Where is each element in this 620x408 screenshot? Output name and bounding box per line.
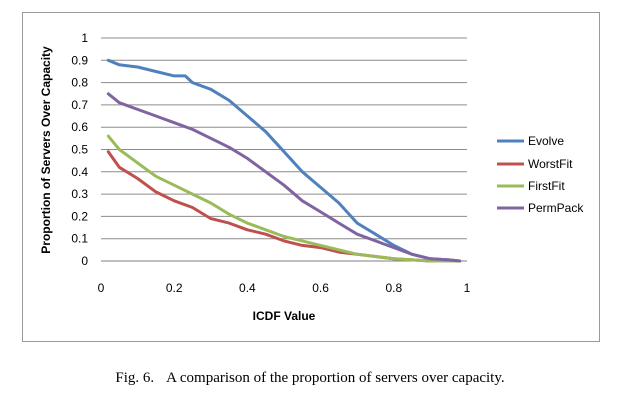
- y-tick-label: 0.5: [71, 143, 88, 157]
- series-line-permpack: [106, 92, 462, 263]
- y-tick-label: 0.4: [71, 165, 88, 179]
- legend: Evolve WorstFit FirstFit PermPack: [497, 134, 584, 215]
- figure-label: Fig. 6.: [115, 370, 155, 386]
- y-tick-label: 0.6: [71, 120, 88, 134]
- legend-label-permpack: PermPack: [528, 201, 584, 215]
- legend-label-worstfit: WorstFit: [528, 157, 573, 171]
- y-tick-label: 0.2: [71, 209, 88, 223]
- y-tick-label: 0.9: [71, 53, 88, 67]
- series-line-worstfit: [106, 150, 462, 263]
- y-tick-label: 0: [81, 254, 88, 268]
- figure-caption: Fig. 6. A comparison of the proportion of…: [0, 370, 620, 387]
- x-tick-label: 0.6: [312, 281, 329, 295]
- x-tick-label: 0.8: [385, 281, 402, 295]
- y-tick-label: 0.7: [71, 98, 88, 112]
- x-tick-labels: 0 0.2 0.4 0.6 0.8 1: [98, 281, 471, 295]
- legend-label-firstfit: FirstFit: [528, 179, 565, 193]
- series-line-firstfit: [106, 134, 462, 263]
- x-tick-label: 0.4: [239, 281, 256, 295]
- y-tick-label: 0.8: [71, 76, 88, 90]
- y-tick-label: 0.3: [71, 187, 88, 201]
- series-lines: [106, 58, 462, 263]
- caption-text: A comparison of the proportion of server…: [166, 370, 505, 386]
- x-tick-label: 0.2: [166, 281, 183, 295]
- y-tick-label: 0.1: [71, 232, 88, 246]
- x-tick-label: 0: [98, 281, 105, 295]
- legend-label-evolve: Evolve: [528, 134, 564, 148]
- y-tick-labels: 0 0.1 0.2 0.3 0.4 0.5 0.6 0.7 0.8 0.9 1: [71, 31, 88, 268]
- y-tick-label: 1: [81, 31, 88, 45]
- chart-frame: [22, 12, 600, 342]
- x-axis-title: ICDF Value: [253, 309, 316, 323]
- line-chart: 0 0.1 0.2 0.3 0.4 0.5 0.6 0.7 0.8 0.9 1 0 0.2 0.4 0.6…: [39, 31, 584, 323]
- x-tick-label: 1: [464, 281, 471, 295]
- y-axis-title: Proportion of Servers Over Capacity: [39, 46, 53, 254]
- series-line-evolve: [106, 58, 462, 263]
